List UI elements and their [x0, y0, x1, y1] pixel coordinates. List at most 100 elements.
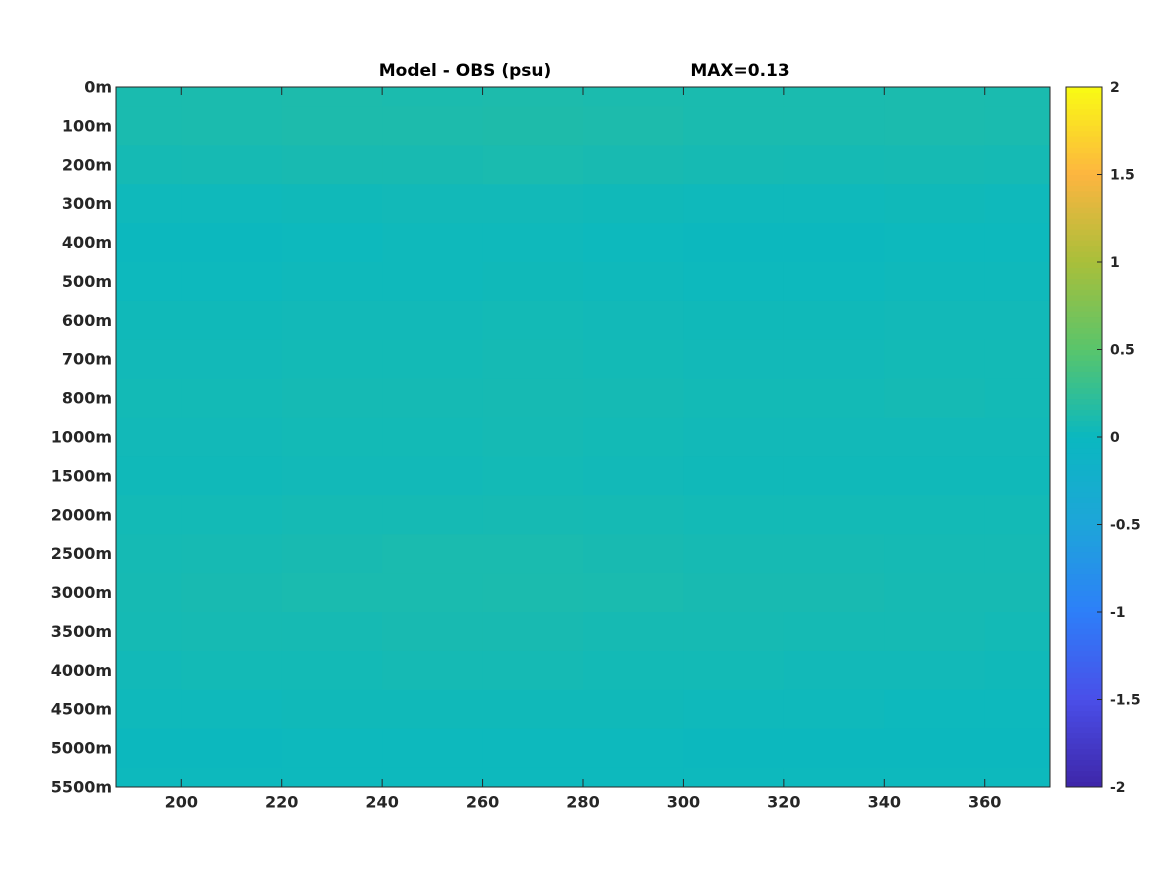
heatmap-cell — [482, 456, 584, 496]
colorbar-tick-label: 0.5 — [1110, 343, 1135, 359]
heatmap-cell — [482, 87, 584, 107]
colorbar-swatch — [1066, 628, 1102, 635]
heatmap-cell — [281, 456, 383, 496]
colorbar-swatch — [1066, 327, 1102, 334]
colorbar-swatch — [1066, 754, 1102, 761]
heatmap-cell — [281, 534, 383, 574]
heatmap-cell — [583, 417, 684, 457]
heatmap-cell — [984, 417, 1050, 457]
heatmap-cell — [984, 262, 1050, 302]
heatmap-cell — [181, 650, 283, 691]
heatmap-cell — [382, 378, 484, 419]
heatmap-cell — [583, 262, 684, 302]
colorbar-tick-label: 0 — [1110, 430, 1120, 446]
heatmap-cell — [783, 612, 885, 652]
colorbar-swatch — [1066, 612, 1102, 618]
colorbar-swatch — [1066, 513, 1102, 520]
heatmap-cell — [783, 106, 885, 146]
colorbar-swatch — [1066, 562, 1102, 569]
colorbar-swatch — [1066, 278, 1102, 285]
heatmap-cell — [783, 223, 885, 263]
colorbar-swatch — [1066, 491, 1102, 498]
heatmap-cell — [281, 378, 383, 419]
heatmap-cell — [281, 87, 383, 107]
colorbar-swatch — [1066, 179, 1102, 186]
heatmap-cell — [181, 145, 283, 185]
heatmap-cell — [116, 223, 182, 263]
heatmap-cell — [583, 612, 684, 652]
heatmap-cell — [116, 300, 182, 341]
heatmap-cell — [482, 184, 584, 224]
heatmap-cell — [382, 689, 484, 730]
colorbar-swatch — [1066, 447, 1102, 454]
colorbar-swatch — [1066, 535, 1102, 542]
heatmap-cell — [281, 262, 383, 302]
heatmap-cell — [382, 767, 484, 787]
heatmap-cell — [181, 106, 283, 146]
colorbar-swatch — [1066, 540, 1102, 547]
y-tick-label: 1500m — [51, 466, 112, 485]
heatmap-cell — [116, 417, 182, 457]
x-tick-label: 240 — [365, 793, 398, 812]
colorbar-swatch — [1066, 344, 1102, 350]
colorbar-swatch — [1066, 393, 1102, 400]
colorbar-swatch — [1066, 365, 1102, 372]
heatmap-cell — [281, 223, 383, 263]
y-tick-label: 2500m — [51, 544, 112, 563]
heatmap-cell — [181, 87, 283, 107]
heatmap-cell — [884, 612, 986, 652]
heatmap-cell — [482, 106, 584, 146]
heatmap-cell — [116, 339, 182, 380]
heatmap-cell — [783, 87, 885, 107]
heatmap-cell — [583, 145, 684, 185]
heatmap-cell — [583, 767, 684, 787]
colorbar-swatch — [1066, 633, 1102, 640]
heatmap-cell — [281, 612, 383, 652]
heatmap-cell — [984, 184, 1050, 224]
heatmap-cell — [482, 223, 584, 263]
colorbar-swatch — [1066, 737, 1102, 744]
colorbar-swatch — [1066, 114, 1102, 121]
heatmap-cell — [116, 573, 182, 613]
colorbar-swatch — [1066, 108, 1102, 115]
heatmap-cell — [482, 378, 584, 419]
colorbar-swatch — [1066, 770, 1102, 777]
colorbar-swatch — [1066, 223, 1102, 230]
y-tick-label: 500m — [62, 272, 112, 291]
heatmap-cell — [884, 534, 986, 574]
heatmap-cell — [984, 495, 1050, 535]
colorbar-swatch — [1066, 469, 1102, 476]
heatmap-cell — [281, 300, 383, 341]
heatmap-cell — [884, 456, 986, 496]
colorbar-swatch — [1066, 726, 1102, 733]
heatmap-cell — [482, 767, 584, 787]
heatmap-cell — [382, 650, 484, 691]
colorbar-swatch — [1066, 426, 1102, 433]
colorbar-swatch — [1066, 683, 1102, 690]
colorbar-swatch — [1066, 163, 1102, 170]
heatmap-cell — [984, 300, 1050, 341]
heatmap-cell — [884, 339, 986, 380]
heatmap-cell — [884, 728, 986, 769]
colorbar-swatch — [1066, 529, 1102, 536]
heatmap-cell — [683, 262, 785, 302]
heatmap-cell — [382, 223, 484, 263]
colorbar-swatch — [1066, 234, 1102, 241]
colorbar-swatch — [1066, 721, 1102, 728]
heatmap-cell — [382, 339, 484, 380]
x-tick-label: 280 — [566, 793, 599, 812]
heatmap-cell — [181, 223, 283, 263]
heatmap-cell — [783, 456, 885, 496]
y-tick-label: 4000m — [51, 661, 112, 680]
colorbar-tick-label: 1.5 — [1110, 168, 1135, 184]
heatmap-cell — [683, 106, 785, 146]
colorbar-swatch — [1066, 475, 1102, 482]
heatmap-cell — [116, 612, 182, 652]
colorbar-swatch — [1066, 732, 1102, 739]
heatmap-cell — [984, 87, 1050, 107]
heatmap-cell — [116, 184, 182, 224]
heatmap-cell — [482, 689, 584, 730]
colorbar-swatch — [1066, 305, 1102, 312]
y-tick-label: 3000m — [51, 583, 112, 602]
colorbar-swatch — [1066, 765, 1102, 772]
